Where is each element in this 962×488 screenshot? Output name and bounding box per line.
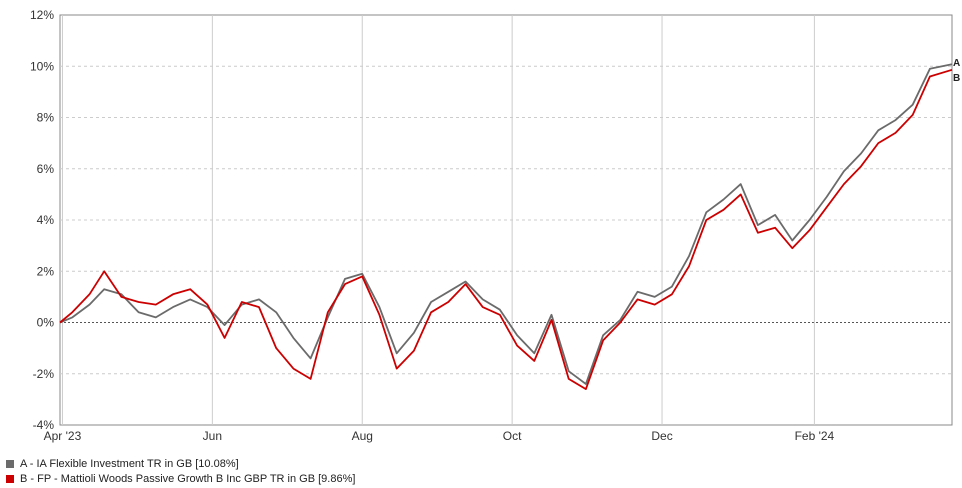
x-axis-ticks: Apr '23 Jun Aug Oct Dec Feb '24 [44,429,835,443]
series-line-a [59,63,953,385]
series-end-label-b: B [953,73,960,84]
y-tick-label: -4% [33,418,55,432]
series-line-b [59,68,953,391]
series-end-label-a: A [953,58,960,69]
y-tick-label: 8% [37,111,55,125]
legend-item-a: A - IA Flexible Investment TR in GB [10.… [6,458,239,470]
series-end-labels: AB [953,58,960,84]
x-tick-label: Oct [503,429,522,443]
legend-label-a: A - IA Flexible Investment TR in GB [10.… [20,458,239,470]
series-lines [59,63,953,391]
y-tick-label: 0% [37,316,55,330]
legend-label-b: B - FP - Mattioli Woods Passive Growth B… [20,473,356,485]
grid [60,15,952,425]
legend-swatch-b [6,475,14,483]
x-tick-label: Aug [352,429,373,443]
y-tick-label: 2% [37,264,55,278]
legend-swatch-a [6,460,14,468]
y-tick-label: 4% [37,213,55,227]
y-tick-label: 6% [37,162,55,176]
x-tick-label: Jun [203,429,222,443]
y-tick-label: 12% [30,8,54,22]
x-tick-label: Feb '24 [795,429,835,443]
y-tick-label: -2% [33,367,55,381]
y-tick-label: 10% [30,59,54,73]
x-tick-label: Dec [651,429,672,443]
x-tick-label: Apr '23 [44,429,82,443]
legend-item-b: B - FP - Mattioli Woods Passive Growth B… [6,473,355,485]
y-axis-ticks: 12% 10% 8% 6% 4% 2% 0% -2% -4% [30,8,54,432]
